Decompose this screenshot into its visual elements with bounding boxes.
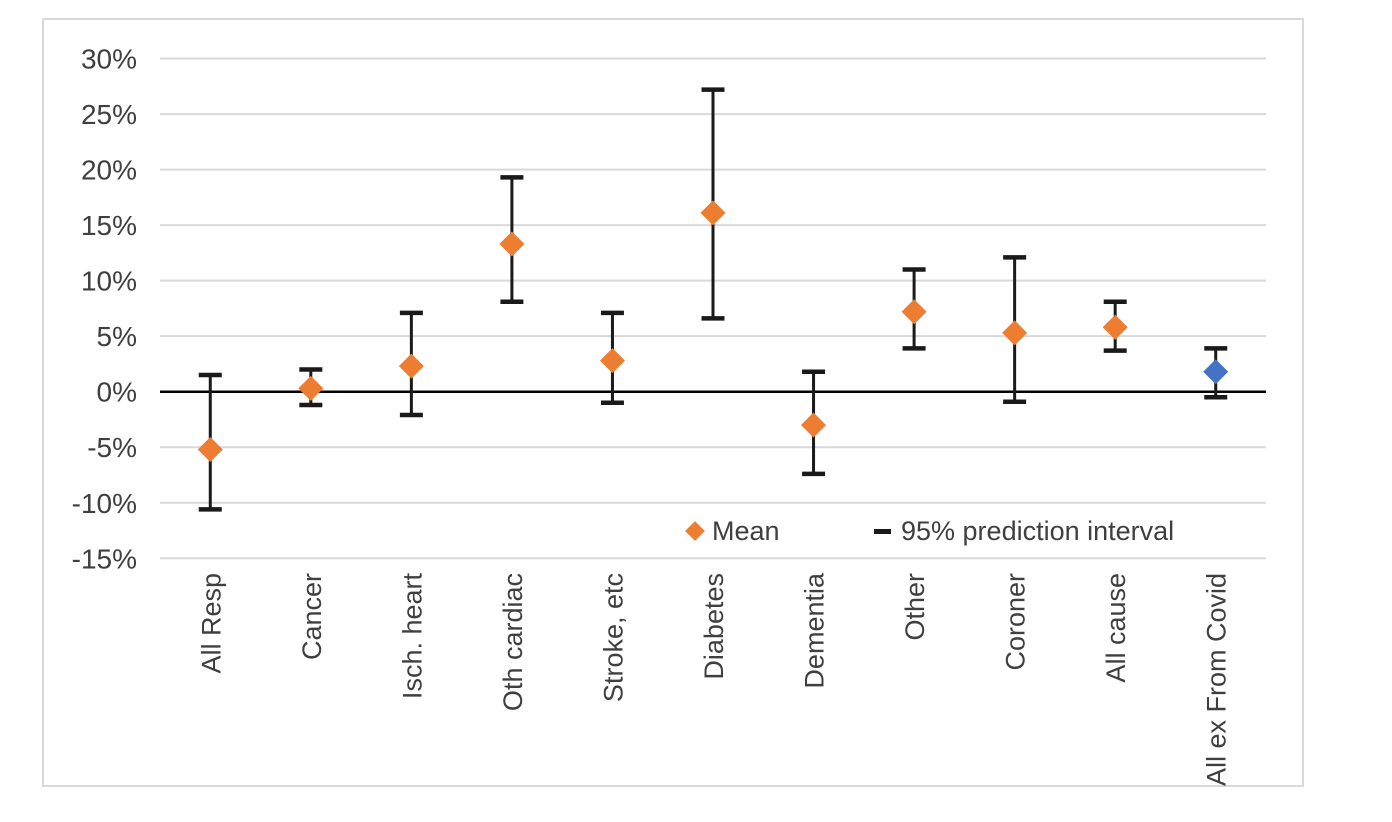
y-tick-label: 0% [97,377,137,408]
y-tick-label: 15% [81,210,137,241]
category-label-diabetes: Diabetes [699,573,729,680]
category-label-all-cause: All cause [1101,573,1131,683]
mean-point-oth-cardiac [499,231,525,257]
mean-point-isch-heart [398,353,424,379]
category-label-stroke-etc: Stroke, etc [598,573,628,702]
category-label-coroner: Coroner [1001,573,1031,671]
y-tick-label: 25% [81,99,137,130]
category-label-isch-heart: Isch. heart [397,573,427,700]
mean-point-all-resp [197,436,223,462]
category-label-cancer: Cancer [297,573,327,660]
mean-point-dementia [801,412,827,438]
category-label-other: Other [900,573,930,641]
y-tick-label: 5% [97,321,137,352]
category-label-oth-cardiac: Oth cardiac [498,573,528,711]
y-tick-label: -5% [87,432,137,463]
mean-point-cancer [298,375,324,401]
y-tick-label: -15% [72,543,137,574]
mean-point-stroke-etc [599,348,625,374]
category-label-dementia: Dementia [800,572,830,689]
y-tick-label: -10% [72,488,137,519]
mean-point-all-ex-from-covid [1203,359,1229,385]
y-tick-label: 20% [81,155,137,186]
mean-point-all-cause [1102,314,1128,340]
mean-point-diabetes [700,200,726,226]
category-label-all-resp: All Resp [196,573,226,674]
category-label-all-ex-from-covid: All ex From Covid [1202,573,1232,786]
y-tick-label: 30% [81,44,137,75]
mean-point-coroner [1002,320,1028,346]
y-tick-label: 10% [81,266,137,297]
mean-point-other [901,299,927,325]
chart-frame [42,18,1304,787]
